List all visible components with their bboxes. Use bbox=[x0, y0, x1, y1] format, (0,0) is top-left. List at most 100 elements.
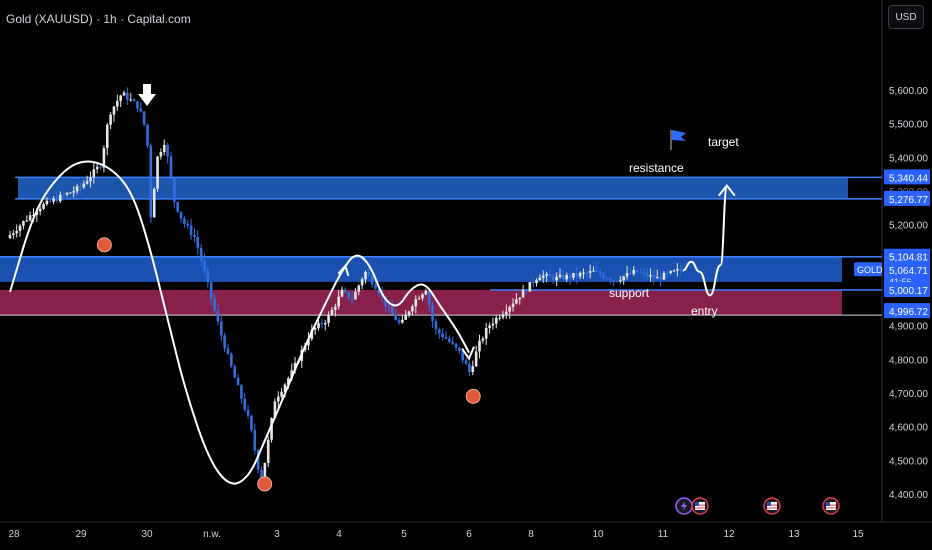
candle bbox=[481, 338, 485, 341]
candle bbox=[672, 270, 676, 272]
candle bbox=[25, 220, 29, 222]
candle bbox=[136, 101, 139, 109]
candle bbox=[608, 278, 612, 281]
candle bbox=[401, 319, 404, 323]
candle bbox=[126, 92, 129, 100]
candle bbox=[186, 223, 190, 226]
candle bbox=[276, 396, 280, 402]
candle bbox=[387, 306, 391, 308]
flag-body bbox=[826, 502, 836, 510]
candle bbox=[572, 272, 575, 278]
currency-button[interactable]: USD bbox=[888, 5, 924, 29]
candle bbox=[293, 362, 297, 371]
candle bbox=[652, 275, 656, 279]
candle bbox=[38, 208, 42, 212]
candle bbox=[501, 314, 505, 318]
candle bbox=[337, 296, 340, 307]
candle bbox=[260, 469, 263, 485]
candle bbox=[52, 198, 55, 202]
flag-canton bbox=[767, 502, 771, 506]
candle bbox=[333, 306, 337, 310]
candle bbox=[62, 194, 65, 196]
gold-zone bbox=[0, 256, 842, 282]
resistance-lower-tag: 5,276.77 bbox=[889, 195, 928, 206]
candle bbox=[313, 328, 317, 330]
candle bbox=[518, 297, 522, 300]
candle bbox=[55, 198, 59, 202]
support-lower-tag-bg bbox=[884, 303, 930, 319]
candle bbox=[250, 415, 253, 431]
candle bbox=[612, 280, 615, 282]
flag-icon bbox=[672, 130, 686, 141]
candle bbox=[85, 181, 89, 184]
price-tick-label: 4,900.00 bbox=[889, 322, 928, 333]
flag-canton bbox=[695, 502, 699, 506]
candle bbox=[75, 186, 79, 192]
candle bbox=[464, 360, 468, 365]
candle bbox=[659, 276, 662, 280]
candle bbox=[89, 177, 92, 182]
candle bbox=[377, 288, 381, 294]
candle bbox=[629, 273, 632, 275]
candle bbox=[99, 166, 102, 168]
swing-low-marker bbox=[96, 237, 112, 253]
candle bbox=[411, 306, 414, 312]
candle bbox=[669, 270, 672, 273]
candle bbox=[662, 272, 666, 280]
candle bbox=[223, 335, 226, 349]
candle bbox=[427, 290, 431, 306]
candle bbox=[65, 192, 69, 195]
candle bbox=[615, 280, 619, 282]
candle bbox=[142, 111, 146, 125]
time-tick-label: n.w. bbox=[203, 529, 221, 540]
candle bbox=[266, 439, 270, 463]
candle bbox=[42, 204, 45, 209]
candle bbox=[8, 234, 12, 239]
candle bbox=[199, 247, 203, 261]
candle bbox=[448, 338, 451, 342]
candle bbox=[367, 271, 371, 276]
candle bbox=[112, 106, 116, 115]
entry-label: entry bbox=[691, 304, 718, 318]
candle bbox=[588, 270, 592, 273]
candle bbox=[531, 282, 535, 284]
candle bbox=[95, 166, 99, 170]
price-tick-label: 5,200.00 bbox=[889, 221, 928, 232]
current-price-tag: 5,064.71 bbox=[889, 266, 928, 277]
time-tick-label: 5 bbox=[401, 529, 407, 540]
candle bbox=[173, 178, 176, 202]
candle bbox=[109, 114, 112, 125]
candle bbox=[344, 289, 347, 292]
support-label: support bbox=[609, 286, 650, 300]
candle bbox=[310, 329, 314, 339]
candle bbox=[639, 272, 642, 274]
candle bbox=[169, 156, 173, 179]
price-tick-label: 4,600.00 bbox=[889, 423, 928, 434]
candle bbox=[632, 269, 636, 274]
candle bbox=[578, 272, 582, 277]
candle bbox=[45, 200, 49, 205]
candle bbox=[320, 323, 324, 325]
candle bbox=[458, 347, 461, 352]
candle bbox=[350, 297, 354, 300]
candle bbox=[280, 391, 283, 397]
candle bbox=[116, 101, 119, 107]
candle bbox=[92, 169, 96, 178]
candle bbox=[327, 315, 330, 323]
candle bbox=[263, 462, 267, 485]
candle bbox=[256, 450, 260, 470]
candle bbox=[478, 340, 481, 352]
swing-path bbox=[9, 160, 470, 485]
candle bbox=[548, 273, 552, 277]
candle bbox=[474, 351, 478, 367]
price-tick-label: 4,800.00 bbox=[889, 355, 928, 366]
support-upper-tag-bg bbox=[884, 281, 930, 297]
target-arrow-head bbox=[718, 184, 736, 197]
candle bbox=[562, 275, 565, 280]
candle bbox=[139, 108, 143, 112]
candle bbox=[132, 99, 136, 102]
time-tick-label: 8 bbox=[528, 529, 534, 540]
candle bbox=[676, 269, 679, 271]
candle bbox=[233, 366, 236, 378]
